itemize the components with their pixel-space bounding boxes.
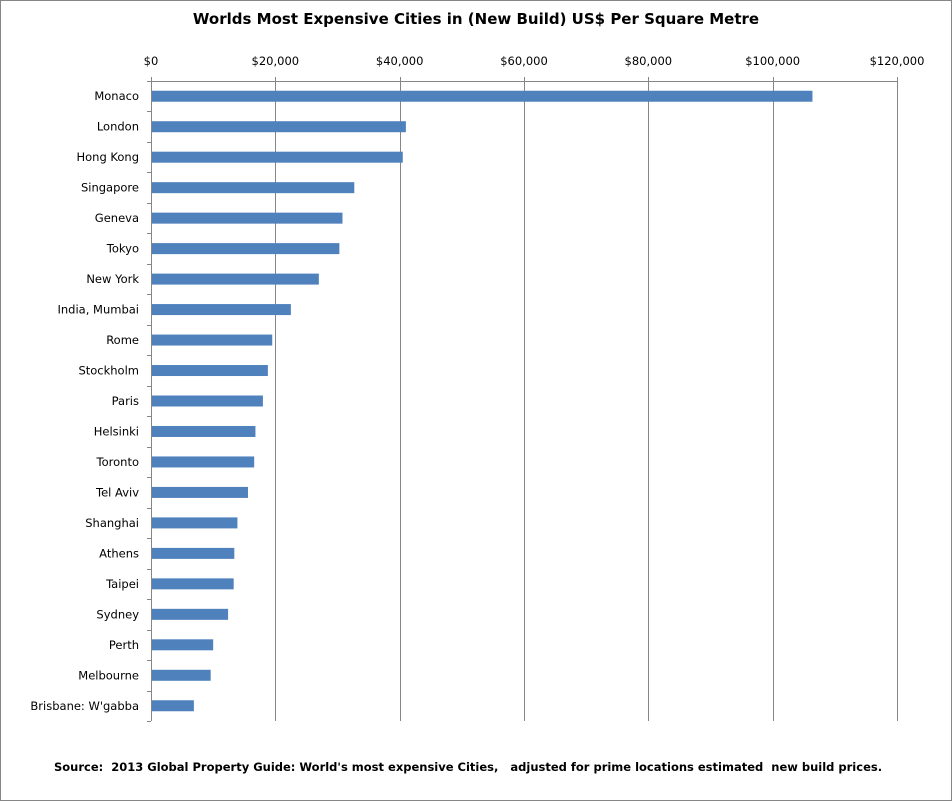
x-tick-label: $120,000 xyxy=(870,54,925,68)
bar xyxy=(152,486,248,498)
bar xyxy=(152,182,355,194)
gridlines xyxy=(275,81,898,721)
category-label: Athens xyxy=(99,546,139,560)
bar xyxy=(152,121,406,133)
category-label: India, Mumbai xyxy=(58,303,140,317)
category-label: Brisbane: W'gabba xyxy=(30,699,139,713)
axes: $0 $20,000 $40,000 $60,000 $80,000 $100,000 $1… xyxy=(30,54,924,722)
x-tick-label: $40,000 xyxy=(376,54,424,68)
bar xyxy=(152,243,340,255)
bar xyxy=(152,669,211,681)
category-label: Tokyo xyxy=(106,242,139,256)
source-note: Source: 2013 Global Property Guide: Worl… xyxy=(54,760,883,774)
bar xyxy=(152,273,319,285)
category-label: Helsinki xyxy=(94,424,139,438)
bar xyxy=(152,334,273,346)
category-label: London xyxy=(97,120,139,134)
x-tick-label: $80,000 xyxy=(625,54,673,68)
category-label: Monaco xyxy=(94,89,139,103)
category-label: Geneva xyxy=(95,211,139,225)
category-label: Sydney xyxy=(96,607,139,621)
category-label: Rome xyxy=(106,333,139,347)
bar xyxy=(152,90,813,102)
bar xyxy=(152,578,234,590)
bar xyxy=(152,304,291,316)
category-label: Singapore xyxy=(81,181,139,195)
category-label: Shanghai xyxy=(85,516,139,530)
category-label: Perth xyxy=(109,638,139,652)
x-tick-label: $100,000 xyxy=(745,54,800,68)
category-label: Toronto xyxy=(96,455,139,469)
bar xyxy=(152,608,229,620)
category-label: Melbourne xyxy=(78,668,139,682)
x-tick-label: $60,000 xyxy=(500,54,548,68)
bar xyxy=(152,212,343,224)
category-label: Taipei xyxy=(105,577,139,591)
bar xyxy=(152,151,403,163)
bars xyxy=(152,90,813,712)
bar xyxy=(152,395,263,407)
category-label: Paris xyxy=(112,394,139,408)
category-label: Tel Aviv xyxy=(95,485,139,499)
x-tick-label: $0 xyxy=(144,54,159,68)
x-tick-label: $20,000 xyxy=(252,54,300,68)
chart-title: Worlds Most Expensive Cities in (New Bui… xyxy=(192,10,760,28)
category-label: Hong Kong xyxy=(76,150,139,164)
bar xyxy=(152,700,194,712)
category-label: Stockholm xyxy=(78,364,139,378)
bar xyxy=(152,639,214,651)
bar xyxy=(152,547,235,559)
category-label: New York xyxy=(86,272,139,286)
bar xyxy=(152,456,255,468)
bar xyxy=(152,425,256,437)
bar xyxy=(152,517,238,529)
bar xyxy=(152,365,268,377)
